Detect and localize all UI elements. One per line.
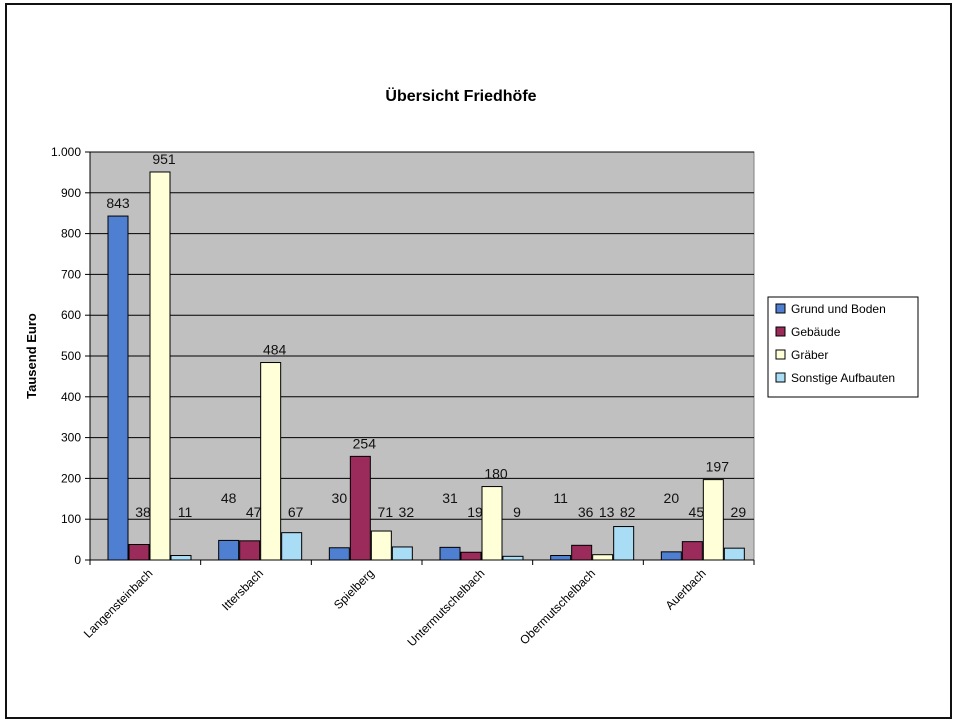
bars (107, 171, 745, 561)
bar (613, 526, 635, 561)
x-tick-label: Obermutschelbach (517, 566, 598, 647)
legend: Grund und Boden Gebäude Gräber Sonstige Auf… (767, 296, 919, 398)
legend-box (767, 296, 919, 398)
y-tick-label: 500 (61, 349, 81, 363)
data-label: 29 (731, 504, 747, 520)
bar (391, 546, 413, 561)
data-label: 197 (706, 459, 730, 475)
bar (281, 532, 303, 561)
legend-label: Sonstige Aufbauten (791, 371, 895, 385)
legend-label: Grund und Boden (791, 302, 886, 316)
legend-swatch (775, 326, 786, 337)
data-label: 254 (353, 435, 377, 451)
x-tick-label: Auerbach (663, 566, 709, 612)
bar (660, 551, 682, 561)
legend-swatch (775, 349, 786, 360)
bar (370, 530, 392, 561)
data-label: 13 (599, 504, 615, 520)
y-axis: 0 100 200 300 400 500 600 700 800 900 1.000 (51, 145, 91, 567)
data-label: 38 (135, 504, 151, 520)
data-label: 9 (513, 504, 521, 520)
data-label: 484 (263, 342, 287, 358)
data-label: 843 (106, 195, 130, 211)
data-label: 11 (178, 504, 193, 520)
data-label: 180 (484, 466, 508, 482)
data-label: 11 (553, 490, 568, 506)
bar (702, 479, 724, 561)
x-axis: Langensteinbach Ittersbach Spielberg Unterm… (81, 559, 755, 649)
data-label: 47 (246, 504, 262, 520)
bar (439, 546, 461, 561)
bar (592, 554, 614, 561)
data-label: 36 (578, 504, 594, 520)
gridlines (90, 151, 754, 520)
y-tick-label: 1.000 (51, 145, 81, 159)
data-label: 30 (332, 490, 348, 506)
bar (571, 544, 593, 561)
bar (170, 555, 192, 561)
bar (239, 540, 261, 561)
x-tick-label: Langensteinbach (81, 566, 156, 641)
y-tick-label: 400 (61, 390, 81, 404)
bar (550, 555, 572, 561)
chart-title: Übersicht Friedhöfe (385, 86, 536, 105)
y-tick-label: 700 (61, 267, 81, 281)
data-label: 48 (221, 490, 237, 506)
data-label: 32 (399, 504, 415, 520)
legend-swatch (775, 303, 786, 314)
bar (260, 362, 282, 561)
y-tick-label: 600 (61, 308, 81, 322)
data-label: 19 (467, 504, 483, 520)
y-tick-label: 0 (74, 553, 81, 567)
y-tick-label: 300 (61, 431, 81, 445)
data-label: 31 (442, 490, 458, 506)
bar (681, 541, 703, 561)
bar (723, 547, 745, 561)
data-label: 71 (378, 504, 394, 520)
y-axis-label: Tausend Euro (24, 313, 39, 399)
x-tick-label: Spielberg (331, 566, 377, 612)
y-tick-label: 100 (61, 512, 81, 526)
bar (460, 551, 482, 561)
data-label: 67 (288, 504, 304, 520)
data-label: 20 (664, 490, 680, 506)
bar (502, 555, 524, 561)
bar (481, 486, 503, 561)
data-labels: 843 38 951 11 48 47 484 67 30 254 71 32 31 19 180 9 11 36… (106, 151, 746, 520)
legend-swatch (775, 372, 786, 383)
y-tick-label: 200 (61, 471, 81, 485)
data-label: 951 (152, 151, 176, 167)
bar (218, 539, 240, 561)
data-label: 45 (689, 504, 705, 520)
legend-label: Gebäude (791, 325, 841, 339)
bar (328, 547, 350, 561)
data-label: 82 (620, 504, 636, 520)
bar (149, 171, 171, 561)
y-tick-label: 900 (61, 186, 81, 200)
x-tick-label: Ittersbach (219, 566, 266, 613)
legend-label: Gräber (791, 348, 828, 362)
y-tick-label: 800 (61, 227, 81, 241)
x-tick-label: Untermutschelbach (404, 566, 487, 649)
bar (107, 215, 129, 561)
bar (128, 543, 150, 561)
bar (349, 455, 371, 561)
